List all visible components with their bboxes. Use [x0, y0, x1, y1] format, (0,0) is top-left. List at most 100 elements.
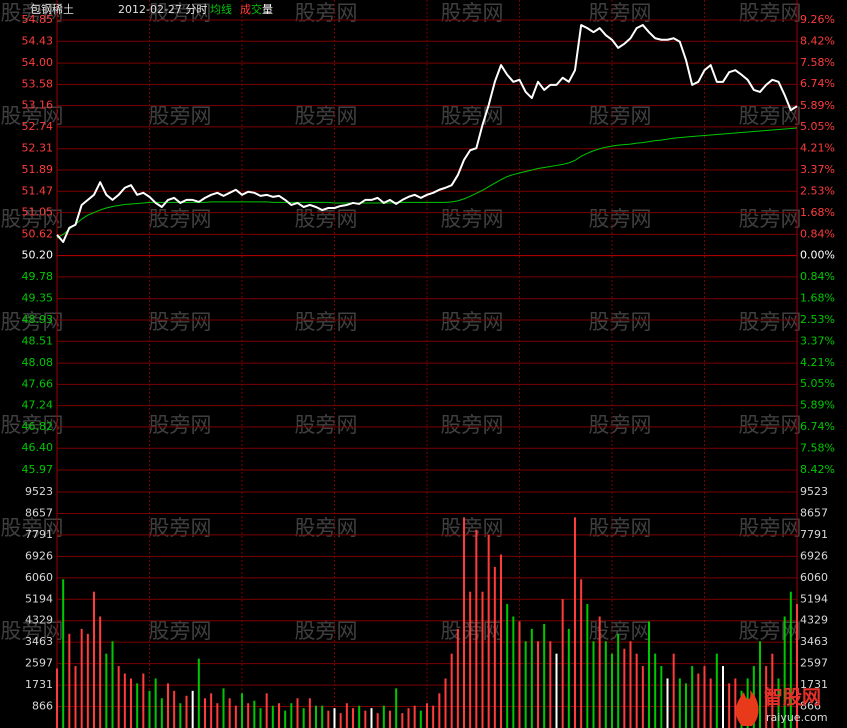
volume-bar: [191, 690, 194, 728]
y-tick-label: 51.47: [22, 184, 54, 197]
volume-bar: [197, 658, 200, 728]
y2-tick-label: 0.84%: [800, 227, 835, 240]
y2-tick-label: 3.37%: [800, 334, 835, 347]
price-line: [56, 24, 798, 243]
y-tick-label: 50.62: [22, 227, 54, 240]
y2-tick-label: 8.42%: [800, 463, 835, 476]
volume-bar: [703, 666, 706, 728]
volume-bar: [777, 678, 780, 728]
volume-bar: [438, 693, 441, 728]
volume-tick-label: 5194: [25, 592, 53, 605]
volume-tick-label: 8657: [25, 506, 53, 519]
volume-bar: [709, 678, 712, 728]
legend-char: 成: [240, 3, 251, 16]
volume-tick-label: 3463: [25, 635, 53, 648]
volume-bar: [321, 705, 324, 728]
y-tick-label: 47.66: [22, 377, 54, 390]
volume-bar: [493, 566, 496, 728]
volume-bar: [469, 591, 472, 728]
watermark: 股旁网: [589, 413, 652, 437]
volume-bar: [660, 666, 663, 728]
volume-bar: [142, 673, 145, 728]
volume-tick-label-right: 3463: [800, 635, 828, 648]
watermark: 股旁网: [441, 413, 504, 437]
volume-bar: [68, 633, 71, 728]
volume-bar: [506, 604, 509, 728]
volume-bar: [715, 653, 718, 728]
watermark: 股旁网: [1, 516, 64, 540]
watermark: 股旁网: [589, 207, 652, 231]
watermark: 股旁网: [739, 104, 802, 128]
volume-bar: [623, 648, 626, 728]
volume-tick-label-right: 2597: [800, 657, 828, 670]
watermark: 股旁网: [295, 104, 358, 128]
watermark: 股旁网: [441, 207, 504, 231]
volume-bar: [302, 708, 305, 728]
volume-bar: [654, 653, 657, 728]
y-tick-label: 46.82: [22, 420, 54, 433]
y-tick-label: 48.08: [22, 356, 54, 369]
volume-bar: [629, 641, 632, 728]
y-tick-label: 50.20: [22, 249, 54, 262]
volume-bar: [395, 688, 398, 728]
y-tick-label: 48.93: [22, 313, 54, 326]
volume-tick-label-right: 5194: [800, 592, 828, 605]
volume-bar: [796, 604, 798, 728]
volume-bar: [105, 653, 108, 728]
volume-bar: [167, 683, 169, 728]
y2-tick-label: 2.53%: [800, 313, 835, 326]
volume-tick-label: 4329: [25, 614, 53, 627]
watermark: 股旁网: [149, 104, 212, 128]
watermark: 股旁网: [441, 1, 504, 25]
volume-tick-label-right: 4329: [800, 614, 828, 627]
plot: [56, 24, 798, 728]
volume-bar: [518, 621, 521, 728]
volume-bar: [413, 705, 416, 728]
y2-tick-label: 4.21%: [800, 356, 835, 369]
y-tick-label: 53.58: [22, 77, 54, 90]
volume-bar: [222, 688, 225, 728]
y-tick-label: 54.85: [22, 13, 54, 26]
watermark: 股旁网: [739, 619, 802, 643]
volume-bar: [241, 693, 243, 728]
volume-bar: [278, 703, 280, 728]
y2-tick-label: 6.74%: [800, 77, 835, 90]
volume-bar: [204, 698, 206, 728]
volume-bar: [327, 710, 330, 728]
y-tick-label: 49.35: [22, 292, 54, 305]
volume-bar: [86, 633, 89, 728]
volume-bar: [641, 666, 644, 728]
volume-bar: [512, 616, 515, 728]
watermark: 股旁网: [295, 207, 358, 231]
volume-bar: [315, 705, 317, 728]
volume-bar: [173, 690, 176, 728]
volume-bar: [567, 628, 570, 728]
volume-bar: [123, 673, 126, 728]
volume-bar: [296, 698, 299, 728]
axes: 54.85 54.43 54.00 53.58 53.16 52.74 52.31 51.89…: [22, 13, 835, 713]
watermark: 股旁网: [1, 310, 64, 334]
watermark: 股旁网: [589, 1, 652, 25]
volume-tick-label-right: 8657: [800, 506, 828, 519]
volume-bar: [685, 683, 687, 728]
y2-tick-label: 4.21%: [800, 142, 835, 155]
watermark: 股旁网: [589, 619, 652, 643]
y2-tick-label: 5.89%: [800, 99, 835, 112]
volume-bar: [364, 710, 367, 728]
y2-tick-label: 1.68%: [800, 206, 835, 219]
volume-bar: [537, 641, 539, 728]
volume-bar: [352, 708, 354, 728]
watermark: 股旁网: [295, 516, 358, 540]
watermark: 股旁网: [589, 516, 652, 540]
y2-tick-label: 0.00%: [800, 249, 835, 262]
y-tick-label: 47.24: [22, 399, 54, 412]
y-tick-label: 51.05: [22, 206, 54, 219]
volume-bar: [697, 673, 700, 728]
volume-bar: [783, 616, 786, 728]
volume-tick-label-right: 6926: [800, 549, 828, 562]
volume-bar: [666, 678, 669, 728]
volume-bar: [345, 703, 348, 728]
watermark: 股旁网: [589, 104, 652, 128]
